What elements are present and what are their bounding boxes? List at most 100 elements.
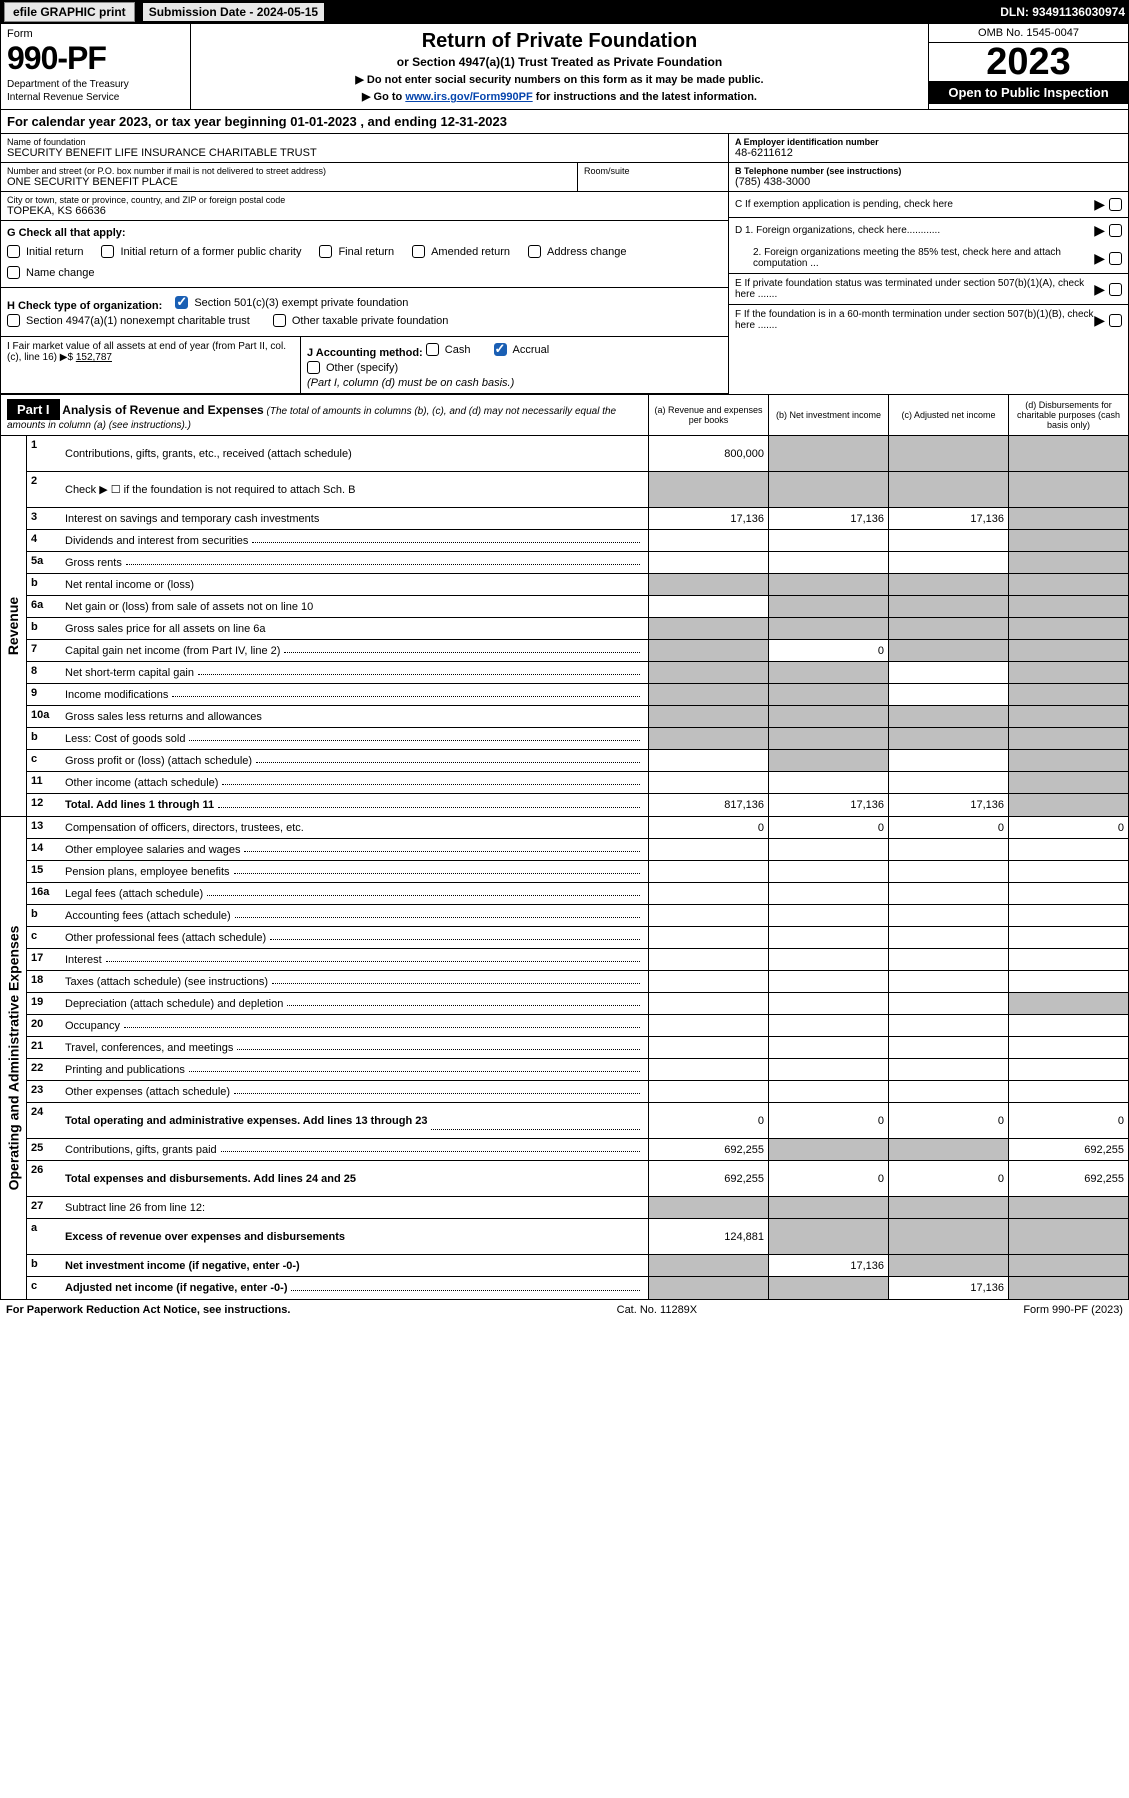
section-e: E If private foundation status was termi…	[735, 278, 1094, 300]
cb-cash[interactable]	[426, 343, 439, 356]
line-6b: Gross sales price for all assets on line…	[61, 618, 648, 639]
line-10c: Gross profit or (loss) (attach schedule)	[61, 750, 648, 771]
line-27c: Adjusted net income (if negative, enter …	[61, 1277, 648, 1299]
line-14: Other employee salaries and wages	[61, 839, 648, 860]
line-8: Net short-term capital gain	[61, 662, 648, 683]
line-27a: Excess of revenue over expenses and disb…	[61, 1219, 648, 1254]
ein-label: A Employer identification number	[735, 137, 1122, 147]
cb-exemption-pending[interactable]	[1109, 198, 1122, 211]
section-f: F If the foundation is in a 60-month ter…	[735, 309, 1094, 331]
ein: 48-6211612	[735, 147, 1122, 159]
col-a-header: (a) Revenue and expenses per books	[648, 395, 768, 435]
line-21: Travel, conferences, and meetings	[61, 1037, 648, 1058]
address-label: Number and street (or P.O. box number if…	[7, 166, 571, 176]
g-label: G Check all that apply:	[7, 227, 126, 239]
cb-final-return[interactable]	[319, 245, 332, 258]
section-h: H Check type of organization: Section 50…	[1, 288, 728, 337]
part1-header: Part I Analysis of Revenue and Expenses …	[0, 395, 1129, 436]
line-25: Contributions, gifts, grants paid	[61, 1139, 648, 1160]
phone-label: B Telephone number (see instructions)	[735, 166, 1122, 176]
revenue-section: Revenue 1Contributions, gifts, grants, e…	[0, 436, 1129, 817]
line-9: Income modifications	[61, 684, 648, 705]
cb-addr-change[interactable]	[528, 245, 541, 258]
form-subtitle: or Section 4947(a)(1) Trust Treated as P…	[197, 55, 922, 69]
efile-print-button[interactable]: efile GRAPHIC print	[4, 2, 135, 22]
col-b-header: (b) Net investment income	[768, 395, 888, 435]
line-12: Total. Add lines 1 through 11	[61, 794, 648, 816]
cb-name-change[interactable]	[7, 266, 20, 279]
form-number: 990-PF	[7, 40, 184, 77]
cb-other-method[interactable]	[307, 361, 320, 374]
line-16c: Other professional fees (attach schedule…	[61, 927, 648, 948]
cb-60-month[interactable]	[1109, 314, 1122, 327]
form-title: Return of Private Foundation	[197, 30, 922, 53]
open-public-badge: Open to Public Inspection	[929, 81, 1128, 104]
dept-treasury: Department of the Treasury	[7, 79, 184, 90]
part1-title: Analysis of Revenue and Expenses	[62, 403, 263, 417]
calendar-year-row: For calendar year 2023, or tax year begi…	[0, 110, 1129, 134]
line-18: Taxes (attach schedule) (see instruction…	[61, 971, 648, 992]
irs-link[interactable]: www.irs.gov/Form990PF	[405, 91, 532, 103]
revenue-side-label: Revenue	[6, 597, 22, 655]
line-4: Dividends and interest from securities	[61, 530, 648, 551]
city-state-zip: TOPEKA, KS 66636	[7, 205, 722, 217]
j-note: (Part I, column (d) must be on cash basi…	[307, 377, 514, 389]
cb-initial-former[interactable]	[101, 245, 114, 258]
section-j: J Accounting method: Cash Accrual Other …	[301, 337, 728, 393]
line-16a: Legal fees (attach schedule)	[61, 883, 648, 904]
fmv-value: 152,787	[76, 352, 112, 363]
cat-no: Cat. No. 11289X	[617, 1304, 698, 1316]
line-5b: Net rental income or (loss)	[61, 574, 648, 595]
line-26: Total expenses and disbursements. Add li…	[61, 1161, 648, 1196]
cb-status-terminated[interactable]	[1109, 283, 1122, 296]
section-d2: 2. Foreign organizations meeting the 85%…	[735, 247, 1094, 269]
privacy-note: ▶ Do not enter social security numbers o…	[197, 73, 922, 86]
part1-label: Part I	[7, 399, 60, 420]
line-1: Contributions, gifts, grants, etc., rece…	[61, 436, 648, 471]
goto-prefix: ▶ Go to	[362, 91, 405, 103]
top-bar: efile GRAPHIC print Submission Date - 20…	[0, 0, 1129, 24]
line-19: Depreciation (attach schedule) and deple…	[61, 993, 648, 1014]
cb-85-test[interactable]	[1109, 252, 1122, 265]
line-17: Interest	[61, 949, 648, 970]
room-label: Room/suite	[584, 166, 722, 176]
form-footer: Form 990-PF (2023)	[1023, 1304, 1123, 1316]
line-10b: Less: Cost of goods sold	[61, 728, 648, 749]
line-23: Other expenses (attach schedule)	[61, 1081, 648, 1102]
cb-501c3[interactable]	[175, 296, 188, 309]
submission-date: Submission Date - 2024-05-15	[143, 3, 324, 21]
dln: DLN: 93491136030974	[1000, 5, 1125, 19]
cb-initial-return[interactable]	[7, 245, 20, 258]
line-27b: Net investment income (if negative, ente…	[61, 1255, 648, 1276]
goto-suffix: for instructions and the latest informat…	[533, 91, 757, 103]
irs-label: Internal Revenue Service	[7, 92, 184, 103]
line-13: Compensation of officers, directors, tru…	[61, 817, 648, 838]
line-6a: Net gain or (loss) from sale of assets n…	[61, 596, 648, 617]
line-15: Pension plans, employee benefits	[61, 861, 648, 882]
col-c-header: (c) Adjusted net income	[888, 395, 1008, 435]
cb-foreign-org[interactable]	[1109, 224, 1122, 237]
col-d-header: (d) Disbursements for charitable purpose…	[1008, 395, 1128, 435]
page-footer: For Paperwork Reduction Act Notice, see …	[0, 1300, 1129, 1320]
address: ONE SECURITY BENEFIT PLACE	[7, 176, 571, 188]
line-16b: Accounting fees (attach schedule)	[61, 905, 648, 926]
cb-amended[interactable]	[412, 245, 425, 258]
line-2: Check ▶ ☐ if the foundation is not requi…	[61, 472, 648, 507]
expenses-side-label: Operating and Administrative Expenses	[6, 926, 22, 1191]
form-header: Form 990-PF Department of the Treasury I…	[0, 24, 1129, 110]
paperwork-notice: For Paperwork Reduction Act Notice, see …	[6, 1304, 290, 1316]
name-label: Name of foundation	[7, 137, 722, 147]
section-c: C If exemption application is pending, c…	[735, 199, 1094, 210]
section-g: G Check all that apply: Initial return I…	[1, 221, 728, 288]
foundation-name: SECURITY BENEFIT LIFE INSURANCE CHARITAB…	[7, 147, 722, 159]
form-label: Form	[7, 28, 184, 40]
expenses-section: Operating and Administrative Expenses 13…	[0, 817, 1129, 1300]
cb-4947a1[interactable]	[7, 314, 20, 327]
section-d1: D 1. Foreign organizations, check here..…	[735, 225, 1094, 236]
entity-info: Name of foundation SECURITY BENEFIT LIFE…	[0, 134, 1129, 395]
cb-other-taxable[interactable]	[273, 314, 286, 327]
cb-accrual[interactable]	[494, 343, 507, 356]
line-11: Other income (attach schedule)	[61, 772, 648, 793]
line-22: Printing and publications	[61, 1059, 648, 1080]
line-7: Capital gain net income (from Part IV, l…	[61, 640, 648, 661]
